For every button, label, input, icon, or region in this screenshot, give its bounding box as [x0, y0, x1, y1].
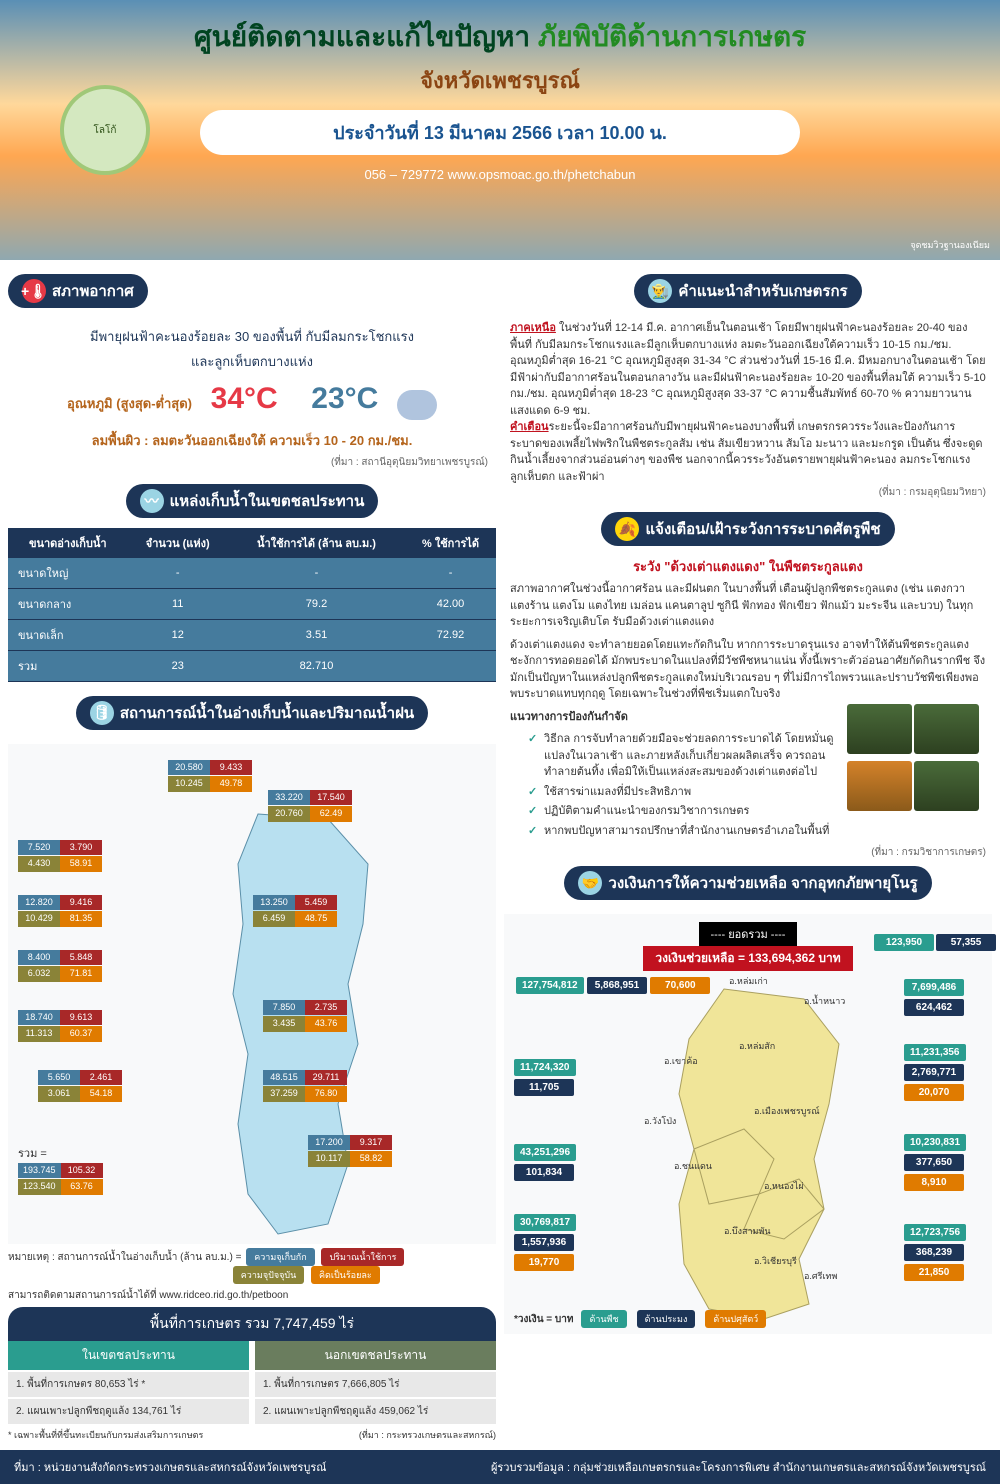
ministry-logo: โลโก้ [60, 85, 150, 175]
left-column: +🌡 สภาพอากาศ มีพายุฝนฟ้าคะนองร้อยละ 30 ข… [8, 268, 496, 1442]
aid-header: 🤝 วงเงินการให้ความช่วยเหลือ จากอุทกภัยพา… [564, 866, 931, 900]
thermometer-icon: +🌡 [22, 279, 46, 303]
leaf-icon: 🍂 [615, 517, 639, 541]
footer: ที่มา : หน่วยงานสังกัดกระทรวงเกษตรและสหก… [0, 1450, 1000, 1484]
water-map: 20.5809.43310.24549.7833.22017.54020.760… [8, 744, 496, 1244]
wave-icon: 〰 [140, 489, 164, 513]
handshake-icon: 🤝 [578, 871, 602, 895]
temp-high: 34°C [211, 382, 278, 415]
photo-credit: จุดชมวิวฐานองเนียม [910, 238, 990, 252]
main-title: ศูนย์ติดตามและแก้ไขปัญหา ภัยพิบัติด้านกา… [30, 15, 970, 59]
weather-box: มีพายุฝนฟ้าคะนองร้อยละ 30 ของพื้นที่ กับ… [8, 314, 496, 478]
report-date: ประจำวันที่ 13 มีนาคม 2566 เวลา 10.00 น. [200, 110, 800, 155]
tank-icon: 🛢 [90, 701, 114, 725]
aid-map: ---- ยอดรวม ---- วงเงินช่วยเหลือ = 133,6… [504, 914, 992, 1334]
aid-legend: *วงเงิน = บาท ด้านพืช ด้านประมง ด้านปศุส… [514, 1310, 768, 1328]
pest-header: 🍂 แจ้งเตือน/เฝ้าระวังการระบาดศัตรูพืช [601, 512, 894, 546]
farmer-icon: 👨‍🌾 [648, 279, 672, 303]
advice-header: 👨‍🌾 คำแนะนำสำหรับเกษตรกร [634, 274, 861, 308]
reservoir-table: ขนาดอ่างเก็บน้ำจำนวน (แห่ง)น้ำใช้การได้ … [8, 528, 496, 682]
weather-header: +🌡 สภาพอากาศ [8, 274, 148, 308]
map-legend: หมายเหตุ : สถานการณ์น้ำในอ่างเก็บน้ำ (ล้… [8, 1248, 496, 1284]
pest-body: สภาพอากาศในช่วงนี้อากาศร้อน และมีฝนตก ใน… [504, 581, 992, 860]
province-title: จังหวัดเพชรบูรณ์ [30, 63, 970, 98]
contact-line: 056 – 729772 www.opsmoac.go.th/phetchabu… [30, 167, 970, 182]
agri-columns: ในเขตชลประทาน 1. พื้นที่การเกษตร 80,653 … [8, 1341, 496, 1424]
header-banner: โลโก้ ศูนย์ติดตามและแก้ไขปัญหา ภัยพิบัติ… [0, 0, 1000, 260]
cloud-icon [397, 390, 437, 420]
agri-title: พื้นที่การเกษตร รวม 7,747,459 ไร่ [8, 1307, 496, 1341]
right-column: 👨‍🌾 คำแนะนำสำหรับเกษตรกร ภาคเหนือ ในช่วง… [504, 268, 992, 1442]
footer-source: ที่มา : หน่วยงานสังกัดกระทรวงเกษตรและสหก… [14, 1458, 326, 1476]
aid-province-outline [624, 984, 884, 1324]
advice-body: ภาคเหนือ ในช่วงวันที่ 12-14 มี.ค. อากาศเ… [504, 314, 992, 506]
pest-warning-title: ระวัง "ด้วงเต่าแตงแดง" ในพืชตระกูลแตง [504, 556, 992, 577]
footer-compiler: ผู้รวบรวมข้อมูล : กลุ่มช่วยเหลือเกษตรกรแ… [491, 1458, 986, 1476]
temp-low: 23°C [311, 382, 378, 415]
reservoir-header: 〰 แหล่งเก็บน้ำในเขตชลประทาน [126, 484, 379, 518]
watermap-header: 🛢 สถานการณ์น้ำในอ่างเก็บน้ำและปริมาณน้ำฝ… [76, 696, 428, 730]
